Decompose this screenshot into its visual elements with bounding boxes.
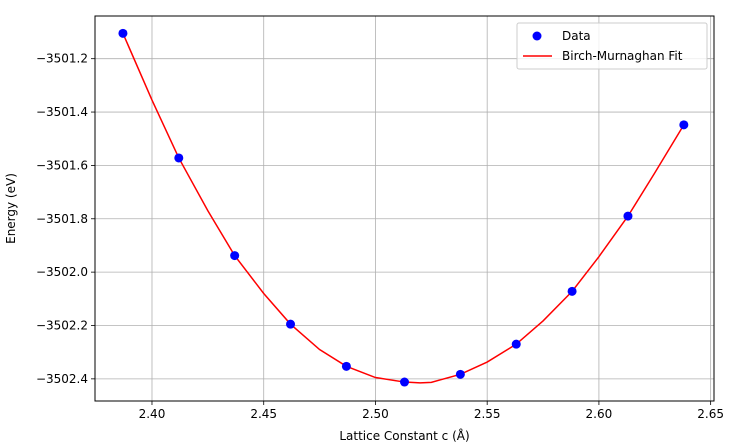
y-axis-ticks: −3501.2 −3501.4 −3501.6 −3501.8 −3502.0 −3502… xyxy=(36,52,95,386)
axes-frame xyxy=(94,15,715,402)
data-points-layer xyxy=(118,28,689,387)
x-tick-label: 2.55 xyxy=(474,407,501,421)
y-tick-label: −3501.8 xyxy=(36,212,88,226)
data-point xyxy=(230,251,240,261)
x-axis-label: Lattice Constant c (Å) xyxy=(339,428,469,443)
data-point xyxy=(341,361,351,371)
legend-box xyxy=(516,22,708,70)
legend-label-fit: Birch-Murnaghan Fit xyxy=(562,49,683,63)
x-tick-label: 2.65 xyxy=(697,407,724,421)
data-point xyxy=(455,369,465,379)
data-point xyxy=(623,211,633,221)
x-tick-label: 2.60 xyxy=(586,407,613,421)
data-point xyxy=(118,28,128,38)
legend: Data Birch-Murnaghan Fit xyxy=(516,22,708,70)
y-tick-label: −3501.2 xyxy=(36,52,88,66)
x-tick-label: 2.50 xyxy=(362,407,389,421)
y-tick-label: −3502.4 xyxy=(36,372,88,386)
data-point xyxy=(174,153,184,163)
grid xyxy=(95,16,714,401)
data-point xyxy=(286,319,296,329)
x-tick-label: 2.45 xyxy=(250,407,277,421)
data-point xyxy=(400,377,409,387)
fit-curve xyxy=(122,33,685,384)
data-point xyxy=(511,339,521,349)
y-tick-label: −3501.6 xyxy=(36,158,88,172)
legend-marker-data xyxy=(532,31,542,41)
data-point xyxy=(567,286,577,296)
y-axis-label: Energy (eV) xyxy=(4,173,18,244)
fit-curve-layer xyxy=(122,33,685,384)
data-point xyxy=(679,120,689,130)
y-tick-label: −3502.2 xyxy=(36,318,88,332)
y-tick-label: −3501.4 xyxy=(36,105,88,119)
x-tick-label: 2.40 xyxy=(139,407,166,421)
legend-label-data: Data xyxy=(562,29,591,43)
x-axis-ticks: 2.40 2.45 2.50 2.55 2.60 2.65 xyxy=(139,401,724,421)
y-tick-label: −3502.0 xyxy=(36,265,88,279)
